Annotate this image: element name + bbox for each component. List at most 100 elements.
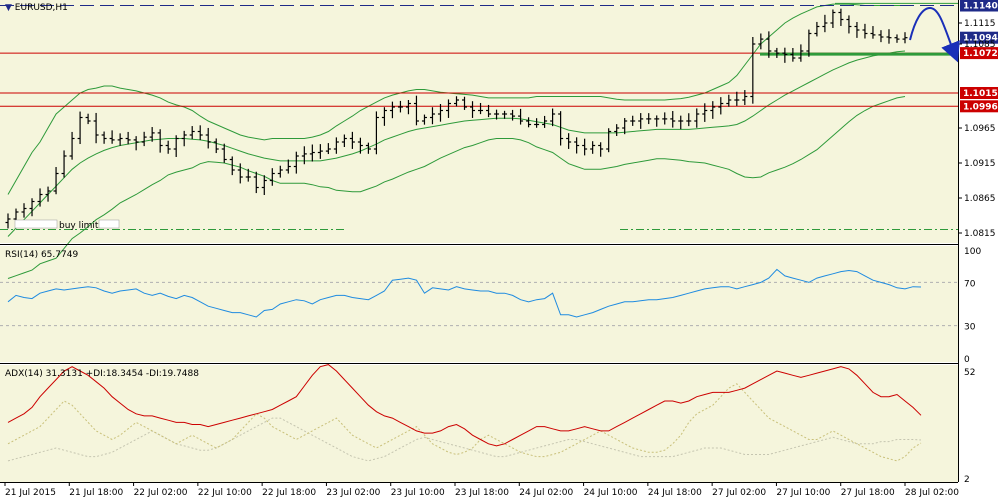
price-tick-label: 1.0915 — [964, 159, 996, 169]
candle — [766, 31, 772, 58]
minus-di-line — [7, 417, 922, 462]
candle — [237, 163, 243, 184]
candle — [429, 107, 435, 125]
candle — [590, 141, 596, 154]
adx-label: ADX(14) 31.3131 +DI:18.3454 -DI:19.7488 — [5, 369, 199, 379]
candle — [838, 8, 844, 26]
candle — [734, 91, 740, 106]
candle — [822, 14, 828, 33]
candle — [534, 118, 540, 128]
candle — [125, 131, 131, 145]
x-tick-label: 27 Jul 10:00 — [776, 488, 830, 498]
x-tick-label: 22 Jul 02:00 — [134, 488, 188, 498]
candle — [502, 110, 508, 119]
rsi-panel[interactable] — [0, 246, 958, 362]
candle — [53, 167, 59, 195]
candle — [93, 112, 99, 144]
candle — [478, 102, 484, 115]
symbol-label: ▼ EURUSD,H1 — [5, 3, 68, 13]
candle — [582, 138, 588, 156]
candle — [870, 26, 876, 39]
buy-limit-box-left — [14, 219, 58, 229]
candle — [790, 48, 796, 62]
candle — [309, 144, 315, 162]
candle — [710, 101, 716, 119]
level-box-1.0996 — [960, 100, 998, 113]
level-box-1.1140 — [960, 0, 998, 12]
candle — [646, 113, 652, 125]
candle — [349, 131, 355, 149]
candle — [830, 9, 836, 28]
candle — [894, 34, 900, 43]
x-tick-label: 21 Jul 2015 — [5, 488, 56, 498]
adx-panel[interactable] — [0, 365, 958, 482]
candle — [413, 95, 419, 126]
candle — [373, 111, 379, 155]
x-tick-label: 24 Jul 02:00 — [519, 488, 573, 498]
candle — [213, 138, 219, 154]
candle — [686, 113, 692, 127]
projection-arrow — [909, 6, 960, 63]
candle — [862, 23, 868, 39]
candle — [462, 96, 468, 110]
candle — [702, 103, 708, 122]
candle — [518, 108, 524, 125]
level-box-1.1094 — [960, 31, 998, 44]
candle — [606, 128, 612, 153]
candle — [181, 130, 187, 147]
x-tick-label: 23 Jul 18:00 — [455, 488, 509, 498]
candle — [149, 127, 155, 142]
candle — [317, 144, 323, 159]
horizontal-levels-layer — [0, 2, 958, 230]
candle — [269, 168, 275, 186]
candle — [109, 130, 115, 144]
candle — [542, 115, 548, 128]
candle — [133, 136, 139, 151]
candle — [445, 99, 451, 118]
candle — [654, 115, 660, 127]
candle — [253, 171, 259, 194]
x-tick-label: 22 Jul 18:00 — [262, 488, 316, 498]
x-tick-label: 21 Jul 18:00 — [69, 488, 123, 498]
candle — [486, 104, 492, 118]
axes-layer: 1.1140 1.1094 1.1072 1.1015 1.0996 1.1115 1.10… — [4, 0, 998, 498]
level-box-1.1072 — [960, 47, 998, 60]
buy-limit-box-right — [98, 219, 120, 229]
candle — [285, 159, 291, 174]
candle — [694, 108, 700, 128]
candle — [470, 101, 476, 118]
candle — [598, 142, 604, 157]
candle — [782, 47, 788, 63]
candle — [574, 137, 580, 154]
bollinger-middle-line — [7, 50, 906, 237]
candle — [806, 29, 812, 57]
candle — [357, 137, 363, 154]
price-panel[interactable] — [0, 0, 958, 243]
adx-tick-label: 52 — [964, 368, 975, 378]
candle — [325, 143, 331, 155]
price-tick-label: 1.0965 — [964, 124, 996, 134]
candle — [798, 44, 804, 62]
candle — [141, 131, 147, 147]
candle — [550, 108, 556, 127]
x-tick-label: 24 Jul 18:00 — [648, 488, 702, 498]
level-box-label: 1.1015 — [963, 89, 998, 99]
candle — [117, 133, 123, 146]
candle — [45, 186, 51, 202]
candles-layer — [5, 8, 908, 229]
candle — [333, 137, 339, 154]
candle — [878, 30, 884, 43]
candle — [566, 133, 572, 149]
level-box-label: 1.1094 — [963, 34, 998, 44]
bollinger-upper-line — [7, 3, 905, 195]
candle — [670, 111, 676, 128]
candle — [293, 151, 299, 174]
candle — [454, 96, 459, 107]
x-tick-label: 27 Jul 18:00 — [841, 488, 895, 498]
candle — [558, 111, 564, 146]
candle — [5, 213, 11, 229]
rsi-tick-label: 100 — [964, 247, 981, 257]
candle — [437, 104, 443, 122]
